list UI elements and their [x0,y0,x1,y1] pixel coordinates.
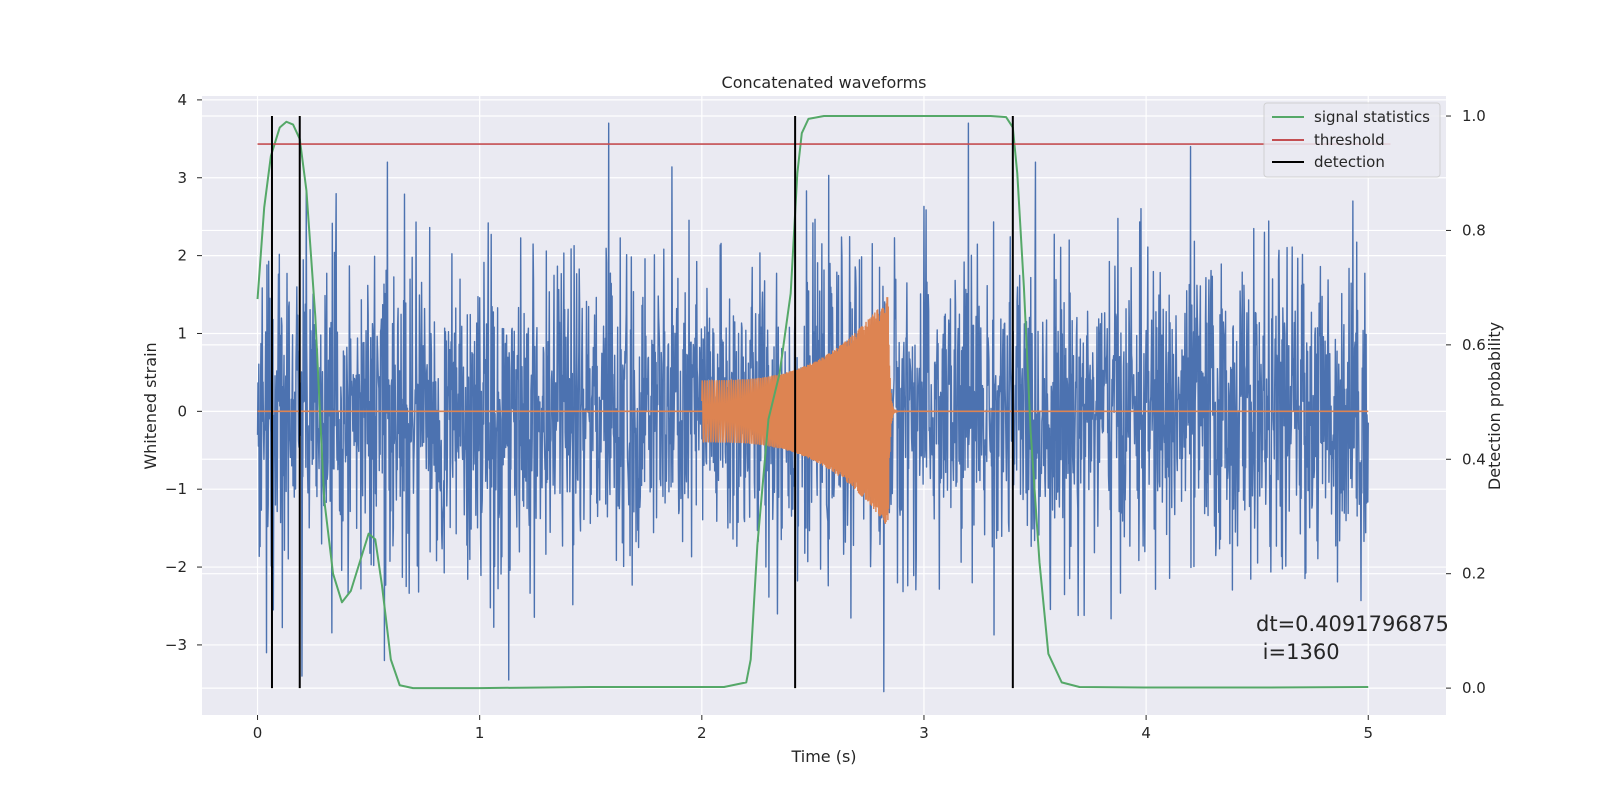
legend-label-signal-statistics: signal statistics [1314,108,1430,126]
strain-series [256,122,1369,693]
y-axis-label: Whitened strain [141,342,160,469]
x-tick-label: 1 [475,724,485,742]
x-tick-label: 2 [697,724,707,742]
legend: signal statistics threshold detection [1263,102,1441,178]
signal-statistics-line [256,115,1369,690]
annotation-i: i=1360 [1256,640,1340,664]
x-tick-label: 3 [919,724,929,742]
y-tick-label: 0 [177,402,187,420]
y-tick-label: −1 [165,480,187,498]
y-tick-label: 4 [177,91,187,109]
annotation-dt: dt=0.4091796875 [1256,612,1449,636]
y2-tick-label: 0.2 [1462,565,1486,583]
y2-tick-label: 0.0 [1462,679,1486,697]
chart-title: Concatenated waveforms [722,73,927,92]
y2-tick-label: 0.4 [1462,450,1486,468]
axis-ticks: 0 1 2 3 4 5 −3 −2 −1 0 1 2 3 4 0.0 0.2 0.4 0.6 0.8 1.0 [165,91,1486,742]
y-tick-label: −2 [165,558,187,576]
waveform-series [257,297,1369,524]
waveform-chirp [701,297,900,524]
y2-tick-label: 1.0 [1462,107,1486,125]
y-tick-label: 3 [177,169,187,187]
legend-label-detection: detection [1314,153,1385,171]
strain-line [256,122,1369,693]
legend-box [1263,102,1441,178]
signal-statistics-series [256,115,1391,690]
y2-axis-label: Detection probability [1485,322,1504,490]
y-tick-label: −3 [165,636,187,654]
y2-tick-label: 0.8 [1462,221,1486,239]
detection-lines [270,116,1014,689]
legend-label-threshold: threshold [1314,131,1385,149]
x-axis-label: Time (s) [790,747,856,766]
y2-tick-label: 0.6 [1462,336,1486,354]
x-tick-label: 4 [1141,724,1151,742]
y-tick-label: 1 [177,324,187,342]
x-tick-label: 5 [1363,724,1373,742]
x-tick-label: 0 [253,724,263,742]
y-tick-label: 2 [177,247,187,265]
